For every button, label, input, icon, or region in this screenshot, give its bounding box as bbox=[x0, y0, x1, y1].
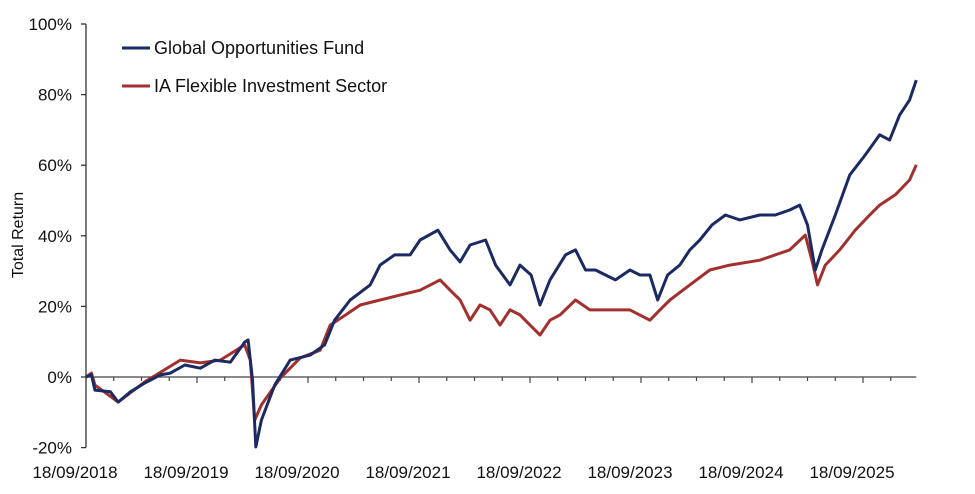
y-tick-label: 100% bbox=[29, 15, 72, 34]
axes: -20% 0% 20% 40% 60% 80% 100% 18/09/2018 18/09/20… bbox=[29, 15, 917, 482]
y-axis-label: Total Return bbox=[10, 192, 27, 278]
x-tick-label: 18/09/2018 bbox=[32, 463, 117, 482]
series-group bbox=[85, 79, 918, 449]
x-tick-label: 18/09/2021 bbox=[365, 463, 450, 482]
x-tick-label: 18/09/2024 bbox=[698, 463, 783, 482]
series-line-fund bbox=[85, 79, 918, 449]
series-line-sector bbox=[85, 164, 918, 422]
x-tick-label: 18/09/2025 bbox=[809, 463, 894, 482]
y-tick-label: 40% bbox=[38, 227, 72, 246]
legend-label: Global Opportunities Fund bbox=[154, 38, 364, 58]
legend: Global Opportunities Fund IA Flexible Inv… bbox=[122, 38, 387, 96]
y-tick-label: 80% bbox=[38, 86, 72, 105]
y-tick-label: 0% bbox=[47, 368, 72, 387]
x-tick-label: 18/09/2022 bbox=[476, 463, 561, 482]
y-tick-label: -20% bbox=[32, 439, 72, 458]
x-tick-label: 18/09/2019 bbox=[143, 463, 228, 482]
y-tick-label: 60% bbox=[38, 156, 72, 175]
x-tick-label: 18/09/2023 bbox=[587, 463, 672, 482]
legend-label: IA Flexible Investment Sector bbox=[154, 76, 387, 96]
y-tick-label: 20% bbox=[38, 297, 72, 316]
x-tick-label: 18/09/2020 bbox=[254, 463, 339, 482]
